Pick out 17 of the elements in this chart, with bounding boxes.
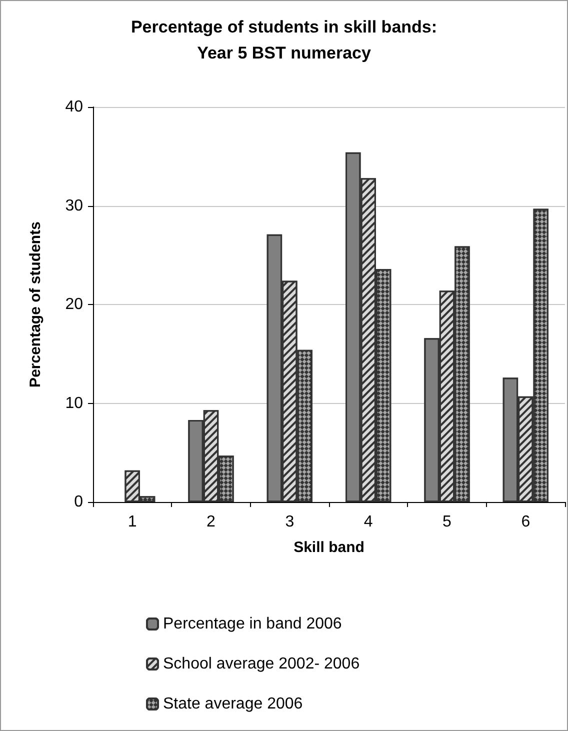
legend-label: State average 2006 [163, 696, 303, 712]
x-tick-label: 1 [128, 514, 137, 530]
x-tick-label: 3 [285, 514, 294, 530]
legend-label: Percentage in band 2006 [163, 616, 342, 632]
y-axis-title: Percentage of students [27, 222, 44, 388]
x-axis-title: Skill band [294, 539, 364, 556]
y-tick-label: 30 [65, 197, 84, 214]
y-tick-label: 40 [65, 98, 84, 116]
y-tick-label: 0 [74, 494, 84, 510]
legend-label: School average 2002- 2006 [163, 656, 360, 672]
y-tick-label: 10 [65, 394, 84, 412]
x-tick-label: 6 [521, 514, 530, 530]
x-tick-label: 2 [206, 514, 216, 530]
y-tick-label: 20 [65, 296, 84, 313]
x-tick-label: 4 [364, 514, 373, 530]
x-tick-label: 5 [442, 514, 452, 530]
chart-title: Percentage of students in skill bands: Year 5 BST numeracy [130, 18, 438, 62]
